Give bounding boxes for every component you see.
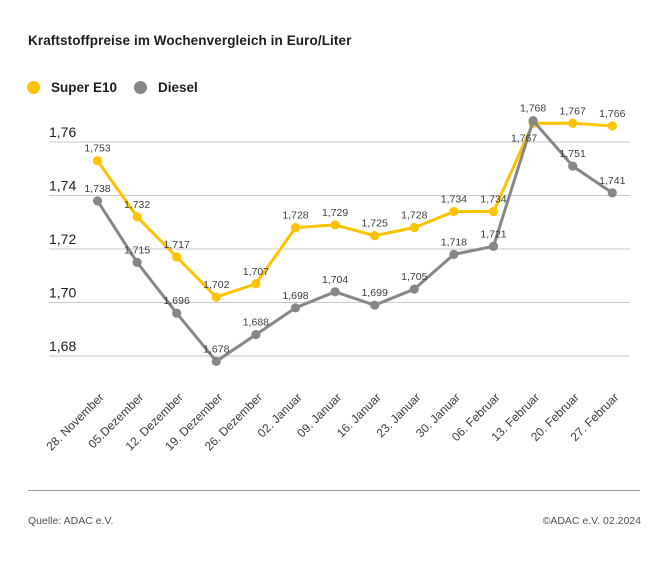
diesel-data-point	[132, 257, 142, 267]
value-label: 1,738	[84, 183, 110, 195]
value-label: 1,728	[282, 210, 308, 222]
value-label: 1,728	[401, 210, 427, 222]
super-e10-data-point	[607, 121, 617, 131]
value-label: 1,698	[282, 290, 308, 302]
super-e10-data-point	[172, 252, 182, 262]
value-label: 1,717	[164, 239, 190, 251]
value-label: 1,767	[511, 132, 537, 144]
diesel-data-point	[251, 330, 261, 340]
diesel-data-point	[92, 196, 103, 206]
value-label: 1,751	[560, 148, 586, 160]
chart-legend: Super E10 Diesel	[27, 80, 198, 95]
diesel-data-point	[607, 188, 617, 198]
value-label: 1,725	[362, 218, 388, 230]
value-label: 1,715	[124, 244, 150, 256]
copyright-text: ©ADAC e.V. 02.2024	[542, 515, 641, 527]
super-e10-data-point	[330, 220, 340, 230]
value-label: 1,699	[362, 287, 388, 299]
value-label: 1,741	[599, 175, 625, 187]
super-e10-line	[96, 121, 613, 299]
value-label: 1,766	[599, 108, 625, 120]
value-label: 1,696	[164, 295, 190, 307]
value-label: 1,678	[203, 343, 229, 355]
super-e10-data-point	[488, 206, 499, 217]
diesel-data-point	[211, 356, 221, 366]
legend-label-super-e10: Super E10	[51, 80, 118, 95]
super-e10-data-point	[251, 279, 261, 289]
super-e10-data-point	[568, 118, 578, 128]
super-e10-data-point	[132, 212, 142, 222]
value-label: 1,718	[441, 236, 467, 248]
value-label: 1,705	[401, 271, 427, 283]
super-e10-data-point	[449, 206, 459, 217]
y-axis-tick-label: 1,74	[49, 178, 76, 194]
super-e10-data-point	[290, 223, 301, 233]
diesel-data-point	[409, 284, 419, 294]
value-label: 1,734	[441, 194, 467, 206]
diesel-data-point	[488, 241, 499, 251]
y-axis-tick-label: 1,68	[49, 338, 76, 354]
legend-item-diesel: Diesel	[134, 80, 198, 95]
diesel-data-point	[449, 249, 459, 259]
value-label: 1,768	[520, 103, 546, 115]
value-label: 1,732	[124, 199, 150, 211]
value-label: 1,688	[243, 317, 269, 329]
super-e10-data-point	[92, 156, 103, 166]
value-label: 1,767	[560, 105, 586, 117]
diesel-data-point	[528, 116, 538, 126]
y-axis-tick-label: 1,76	[49, 124, 76, 140]
value-label: 1,734	[480, 194, 506, 206]
source-text: Quelle: ADAC e.V.	[28, 515, 114, 527]
chart-title: Kraftstoffpreise im Wochenvergleich in E…	[28, 33, 352, 48]
value-label: 1,729	[322, 207, 348, 219]
super-e10-dot-icon	[27, 81, 40, 94]
value-label: 1,753	[84, 143, 110, 155]
legend-label-diesel: Diesel	[158, 80, 198, 95]
legend-item-super-e10: Super E10	[27, 80, 117, 95]
y-axis-tick-label: 1,72	[49, 231, 76, 247]
value-label: 1,721	[480, 228, 506, 240]
diesel-data-point	[330, 287, 340, 297]
value-label: 1,702	[203, 279, 229, 291]
super-e10-data-point	[370, 231, 380, 241]
diesel-line	[96, 119, 614, 363]
diesel-data-point	[290, 303, 301, 313]
diesel-dot-icon	[134, 81, 148, 94]
footer-divider	[28, 490, 640, 491]
value-label: 1,707	[243, 266, 269, 278]
diesel-data-point	[568, 161, 578, 171]
super-e10-data-point	[409, 223, 419, 233]
super-e10-data-point	[211, 292, 221, 302]
value-label: 1,704	[322, 274, 348, 286]
y-axis-tick-label: 1,70	[49, 285, 76, 301]
diesel-data-point	[172, 308, 182, 318]
diesel-data-point	[370, 300, 380, 310]
